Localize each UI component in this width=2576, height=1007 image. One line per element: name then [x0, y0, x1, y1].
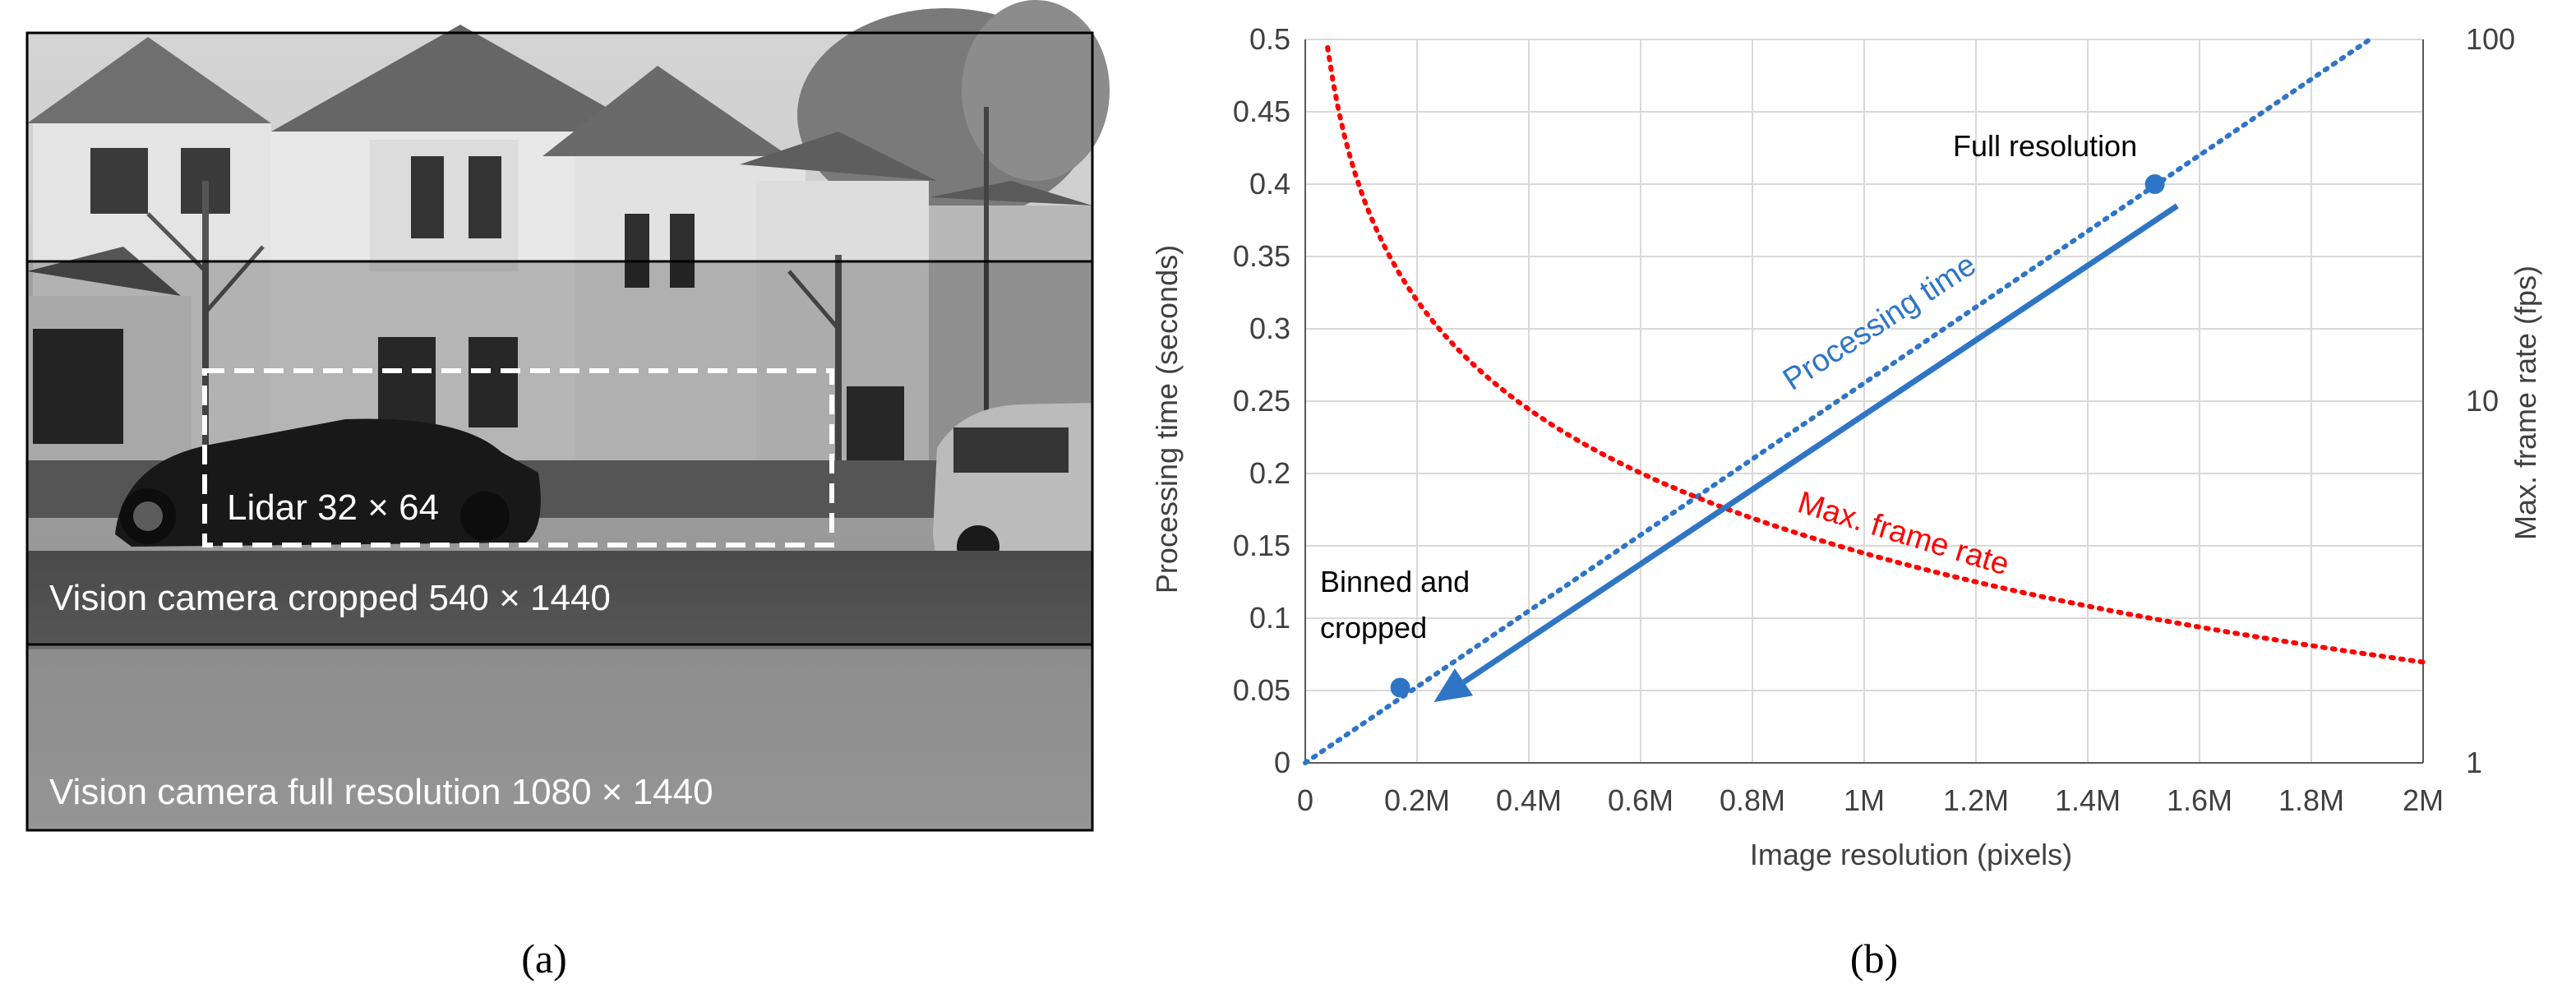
y-tick-label: 0.35	[1233, 239, 1290, 273]
x-tick-label: 1.2M	[1943, 783, 2009, 817]
max-frame-rate-annotation: Max. frame rate	[1794, 485, 2013, 582]
x-tick-label: 0.6M	[1608, 783, 1673, 817]
cropped-frame	[25, 260, 1094, 646]
panel-a-label: (a)	[521, 935, 567, 982]
trend-arrow-line	[1462, 203, 2179, 685]
x-tick-label: 0.4M	[1496, 783, 1562, 817]
lidar-frame	[202, 368, 834, 547]
chart-series	[1303, 37, 2426, 765]
y-tick-label: 0.45	[1233, 95, 1290, 128]
x-tick-label: 1.4M	[2055, 783, 2121, 817]
x-tick-label: 1.6M	[2167, 783, 2232, 817]
x-tick-label: 1M	[1844, 783, 1885, 817]
x-tick-label: 2M	[2403, 783, 2444, 817]
binned-cropped-annotation-line1: Binned and	[1320, 565, 1470, 598]
y-axis-label: Processing time (seconds)	[1150, 245, 1184, 594]
y2-tick-label: 1	[2466, 746, 2482, 779]
chart-tick-labels: 0 0.2M 0.4M 0.6M 0.8M 1M 1.2M 1.4M 1.6M 1.8M 2M 0 0.…	[1233, 22, 2515, 817]
y-tick-label: 0.1	[1249, 601, 1290, 635]
series-line-processing-time	[1303, 37, 2373, 765]
y2-axis-label: Max. frame rate (fps)	[2509, 266, 2542, 540]
panel-b-label: (b)	[1850, 935, 1898, 982]
y-tick-label: 0.25	[1233, 384, 1290, 418]
series-line-max-frame-rate	[1325, 44, 2426, 665]
y-tick-label: 0.5	[1249, 22, 1290, 56]
full-resolution-label: Vision camera full resolution 1080 × 144…	[49, 772, 713, 812]
y-tick-label: 0.3	[1249, 312, 1290, 345]
lidar-label: Lidar 32 × 64	[227, 487, 439, 528]
chart-axes	[1304, 39, 2424, 764]
y2-tick-label: 100	[2466, 22, 2515, 56]
street-photo	[27, 0, 1110, 830]
point-full-resolution	[2144, 174, 2165, 194]
cropped-label: Vision camera cropped 540 × 1440	[49, 578, 611, 618]
y-tick-label: 0.2	[1249, 456, 1290, 490]
trend-arrow-head	[1433, 668, 1474, 703]
y-tick-label: 0.05	[1233, 673, 1290, 707]
chart-grid	[1304, 39, 2424, 764]
full-resolution-annotation: Full resolution	[1953, 129, 2137, 163]
x-tick-label: 0.2M	[1384, 783, 1450, 817]
x-tick-label: 0.8M	[1720, 783, 1785, 817]
y-tick-label: 0.4	[1249, 167, 1290, 201]
x-tick-label: 1.8M	[2278, 783, 2344, 817]
point-binned-cropped	[1390, 677, 1410, 698]
x-tick-label: 0	[1297, 783, 1313, 817]
y2-tick-label: 10	[2466, 384, 2499, 418]
y-tick-label: 0	[1274, 746, 1290, 779]
binned-cropped-annotation-line2: cropped	[1320, 611, 1427, 644]
y-tick-label: 0.15	[1233, 529, 1290, 562]
x-axis-label: Image resolution (pixels)	[1750, 838, 2072, 871]
